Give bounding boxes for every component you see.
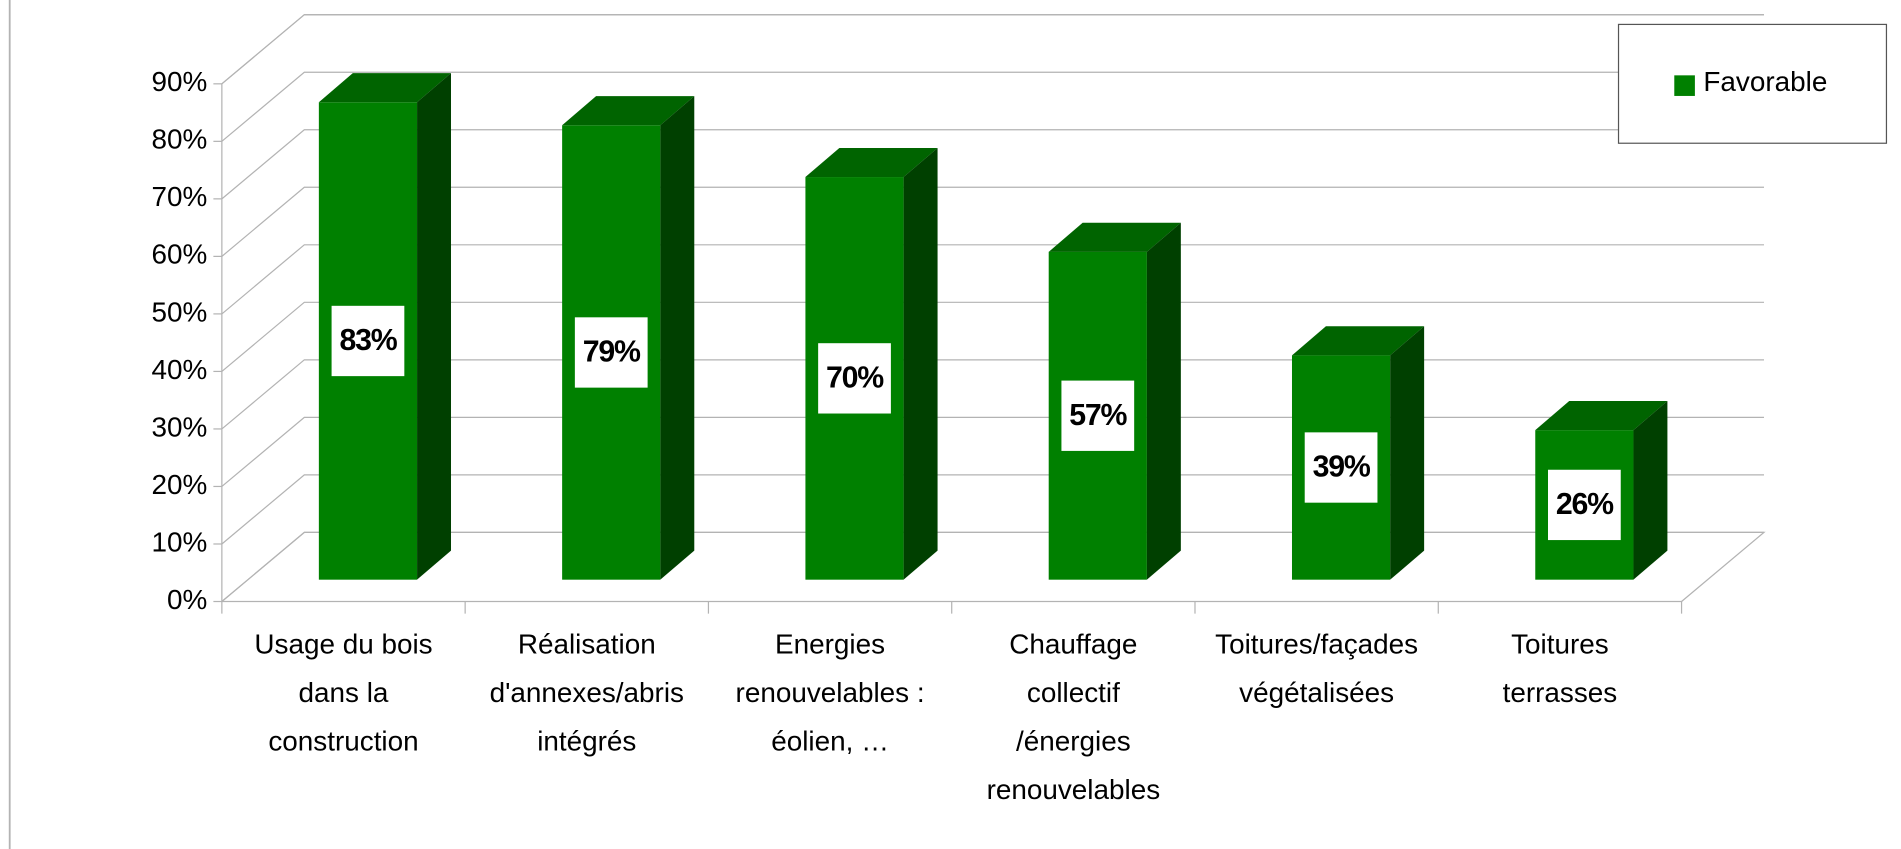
x-tick-label-line: d'annexes/abris (490, 677, 684, 708)
x-tick-label-line: renouvelables : (736, 677, 925, 708)
legend-box (1617, 23, 1888, 144)
back-wall (221, 14, 1765, 85)
x-tick-label: Toitures terrasses (1503, 629, 1618, 708)
grid-line (221, 186, 1765, 257)
x-tick-label: Energies renouvelables : éolien, … (736, 629, 925, 757)
floor (221, 531, 1766, 602)
value-label-box (818, 343, 891, 414)
value-label: 83% (339, 324, 397, 357)
x-tick-label-line: Energies (775, 629, 885, 660)
x-tick-label: Chauffage collectif/énergies renouvelables (987, 629, 1161, 805)
x-tick-label-line: construction (268, 726, 418, 757)
x-tick-label-line: /énergies (1016, 726, 1131, 757)
value-label: 70% (826, 362, 884, 395)
x-tick-label-line: végétalisées (1239, 677, 1394, 708)
x-tick-label-line: éolien, … (771, 726, 889, 757)
bar-top (1535, 401, 1668, 431)
x-tick-label-line: Toitures (1511, 629, 1609, 660)
y-tick-label: 10% (152, 526, 208, 557)
bar-side (1633, 401, 1668, 580)
x-tick-label-line: Chauffage (1009, 629, 1137, 660)
x-tick-label-line: collectif (1027, 677, 1120, 708)
bar-side (417, 73, 452, 580)
x-tick-label-line: terrasses (1503, 677, 1618, 708)
x-tick-label-line: intégrés (537, 726, 636, 757)
grid-line (221, 531, 1765, 602)
grid-line (221, 474, 1765, 545)
grid-line (221, 359, 1765, 430)
grid-line (221, 129, 1765, 200)
grid-line (221, 301, 1765, 372)
grid-line (221, 14, 1765, 85)
value-label-box (1061, 380, 1135, 451)
value-label-box (331, 305, 405, 377)
y-tick-label: 80% (152, 124, 208, 155)
bar-top (562, 96, 695, 126)
grid-line (221, 71, 1765, 142)
bar-side (1146, 222, 1181, 580)
chart-border (8, 0, 11, 849)
bar-side (903, 147, 938, 580)
bar-top (318, 73, 452, 103)
bar-top (1291, 326, 1425, 356)
x-tick-label: Réalisation d'annexes/abris intégrés (490, 629, 684, 757)
legend-swatch (1674, 75, 1695, 96)
x-tick-label-line: Réalisation (518, 629, 656, 660)
value-label-box (1547, 469, 1621, 541)
value-label: 57% (1069, 399, 1127, 432)
value-label: 26% (1556, 488, 1614, 521)
x-tick-label-line: Usage du bois (254, 629, 432, 660)
y-tick-label: 70% (152, 181, 208, 212)
x-tick-label-line: Toitures/façades (1215, 629, 1418, 660)
value-label-box (574, 317, 648, 388)
bar-side (1390, 326, 1425, 580)
grid-line (221, 416, 1765, 487)
y-tick-label: 0% (167, 584, 207, 615)
value-label: 79% (583, 336, 641, 369)
y-tick-label: 90% (152, 66, 208, 97)
y-tick-label: 20% (152, 469, 208, 500)
x-tick-label: Toitures/façades végétalisées (1215, 629, 1418, 708)
bar-side (660, 96, 695, 580)
bar-top (805, 147, 938, 178)
x-tick-label-line: renouvelables (987, 774, 1161, 805)
grid-line (221, 244, 1765, 315)
y-tick-label: 60% (152, 239, 208, 270)
value-label: 39% (1313, 451, 1371, 484)
y-tick-label: 30% (152, 411, 208, 442)
y-tick-label: 40% (152, 354, 208, 385)
x-tick-label: Usage du bois dans la construction (254, 629, 432, 757)
x-tick-label-line: dans la (299, 677, 389, 708)
y-tick-label: 50% (152, 296, 208, 327)
value-label-box (1304, 432, 1378, 503)
legend-label: Favorable (1703, 66, 1827, 97)
bar-top (1048, 222, 1181, 252)
